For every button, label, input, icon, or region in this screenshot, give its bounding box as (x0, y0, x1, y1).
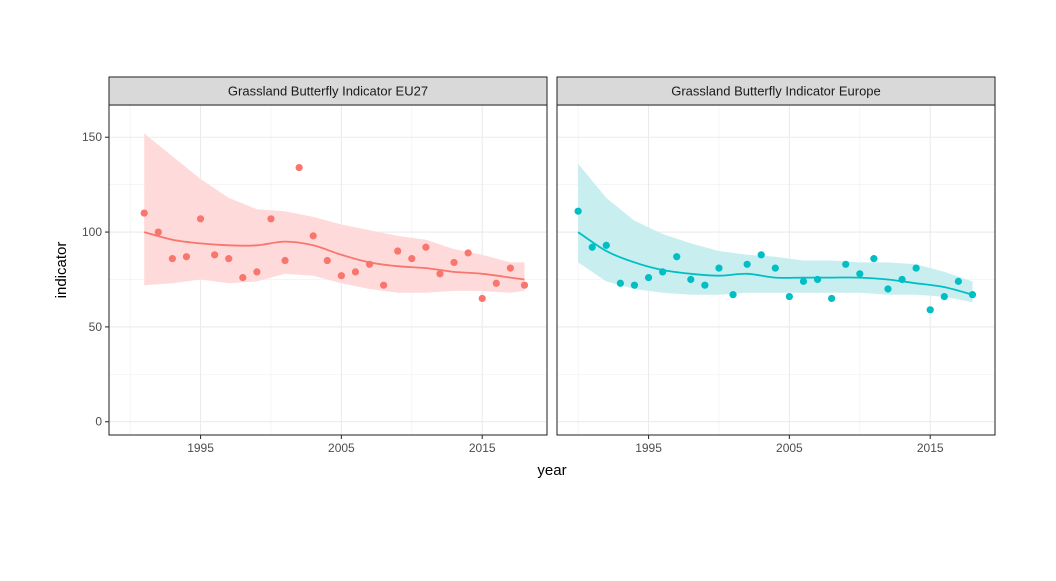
data-point (574, 207, 582, 215)
confidence-band (144, 133, 525, 293)
data-point (337, 272, 345, 280)
y-tick-label: 0 (95, 415, 102, 429)
facet-strip (108, 76, 548, 106)
data-point (785, 292, 793, 301)
data-point (813, 275, 822, 284)
data-point (309, 232, 317, 240)
data-point (323, 256, 331, 265)
data-point (828, 294, 836, 303)
data-point (182, 253, 191, 261)
data-point (729, 291, 737, 299)
data-point (616, 279, 624, 287)
facet-panel: Grassland Butterfly Indicator EU27 1995 20… (82, 76, 548, 455)
data-point (422, 243, 430, 251)
y-tick-label: 100 (82, 225, 102, 239)
facet-title: Grassland Butterfly Indicator Europe (671, 84, 881, 99)
data-point (211, 251, 219, 259)
data-point (351, 268, 360, 276)
x-tick-label: 1995 (635, 441, 662, 455)
data-point (968, 291, 977, 299)
data-point (884, 285, 892, 293)
x-tick-label: 1995 (187, 441, 214, 455)
data-point (281, 256, 289, 265)
data-point (898, 275, 906, 284)
data-point (856, 270, 864, 278)
data-point (715, 264, 723, 272)
data-point (394, 247, 402, 255)
facet-strip (556, 76, 996, 106)
data-point (365, 260, 374, 268)
data-point (506, 264, 514, 272)
data-point (799, 277, 808, 285)
data-point (450, 258, 458, 267)
data-point (168, 255, 176, 263)
data-point (842, 260, 850, 268)
x-tick-label: 2015 (469, 441, 496, 455)
confidence-band (578, 163, 973, 303)
data-point (870, 255, 878, 263)
data-point (408, 255, 416, 263)
data-point (196, 215, 205, 223)
data-point (588, 243, 596, 251)
facet-panel: Grassland Butterfly Indicator Europe 1995… (556, 76, 996, 455)
data-point (225, 255, 233, 263)
data-point (771, 264, 779, 272)
data-point (267, 215, 275, 223)
x-tick-label: 2015 (917, 441, 944, 455)
data-point (926, 306, 934, 314)
data-point (743, 260, 751, 268)
data-point (154, 228, 162, 236)
data-point (239, 273, 247, 282)
facet-title: Grassland Butterfly Indicator EU27 (228, 84, 428, 99)
data-point (464, 249, 472, 257)
data-point (673, 253, 681, 261)
data-point (295, 163, 303, 172)
data-point (940, 292, 948, 301)
data-point (436, 270, 444, 278)
data-point (520, 281, 529, 289)
x-axis-title: year (537, 462, 566, 479)
data-point (757, 251, 765, 259)
data-point (644, 273, 653, 282)
x-tick-label: 2005 (328, 441, 355, 455)
y-tick-label: 50 (89, 320, 103, 334)
data-point (687, 275, 695, 284)
data-point (912, 264, 920, 272)
trend-line (143, 231, 525, 281)
data-point (602, 241, 610, 249)
y-axis-title: indicator (53, 242, 70, 299)
data-point (492, 279, 500, 287)
data-point (630, 281, 639, 289)
data-point (380, 281, 388, 289)
data-point (253, 268, 261, 276)
trend-line (577, 231, 973, 296)
data-point (478, 294, 486, 303)
data-point (140, 209, 148, 217)
y-tick-label: 150 (82, 130, 102, 144)
data-point (659, 268, 667, 276)
data-point (701, 281, 709, 289)
data-point (954, 277, 962, 285)
x-tick-label: 2005 (776, 441, 803, 455)
